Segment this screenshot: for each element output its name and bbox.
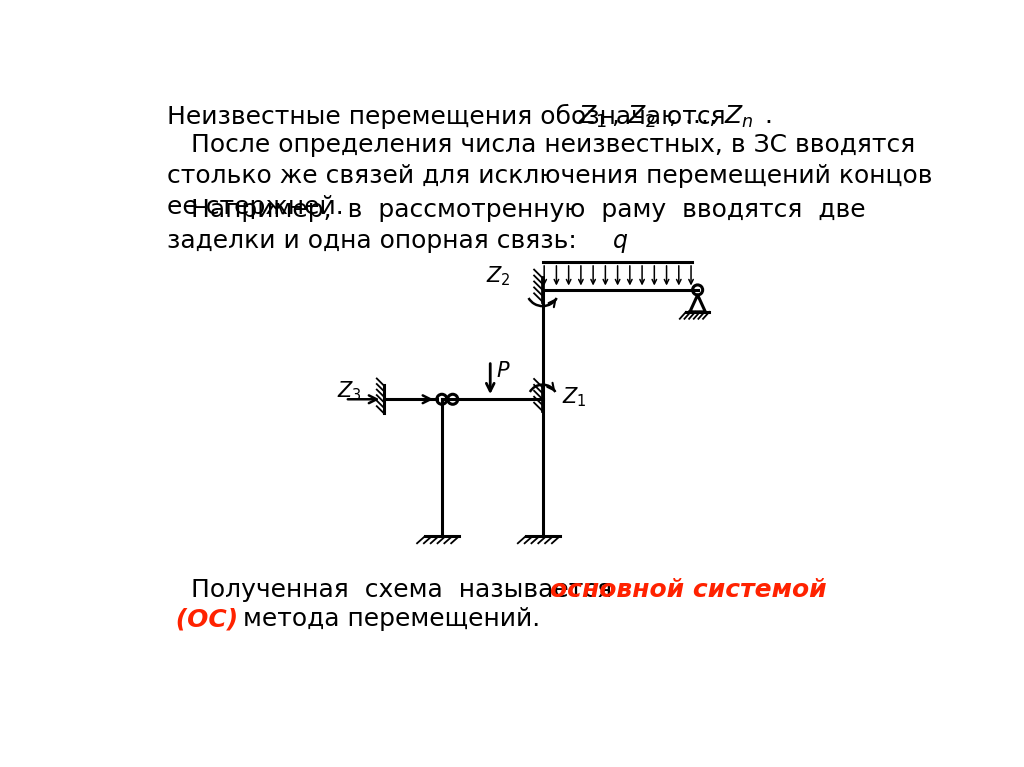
Text: (ОС): (ОС) — [167, 607, 238, 631]
Text: основной системой: основной системой — [550, 578, 827, 602]
Text: После определения числа неизвестных, в ЗС вводятся
столько же связей для исключе: После определения числа неизвестных, в З… — [167, 133, 932, 219]
Text: $P$: $P$ — [496, 360, 510, 380]
Text: $q$: $q$ — [612, 231, 628, 255]
Text: Неизвестные перемещения обозначаются: Неизвестные перемещения обозначаются — [167, 104, 733, 129]
Text: Полученная  схема  называется: Полученная схема называется — [167, 578, 628, 602]
Text: $Z_3$: $Z_3$ — [337, 380, 362, 403]
Text: $Z_1\,$, $Z_2\,$ , ..., $Z_n\,$ .: $Z_1\,$, $Z_2\,$ , ..., $Z_n\,$ . — [578, 104, 772, 130]
Text: $Z_1$: $Z_1$ — [562, 385, 587, 409]
Text: $Z_2$: $Z_2$ — [486, 265, 511, 288]
Text: метода перемещений.: метода перемещений. — [234, 607, 541, 631]
Text: Например,  в  рассмотренную  раму  вводятся  две
заделки и одна опорная связь:: Например, в рассмотренную раму вводятся … — [167, 198, 865, 253]
